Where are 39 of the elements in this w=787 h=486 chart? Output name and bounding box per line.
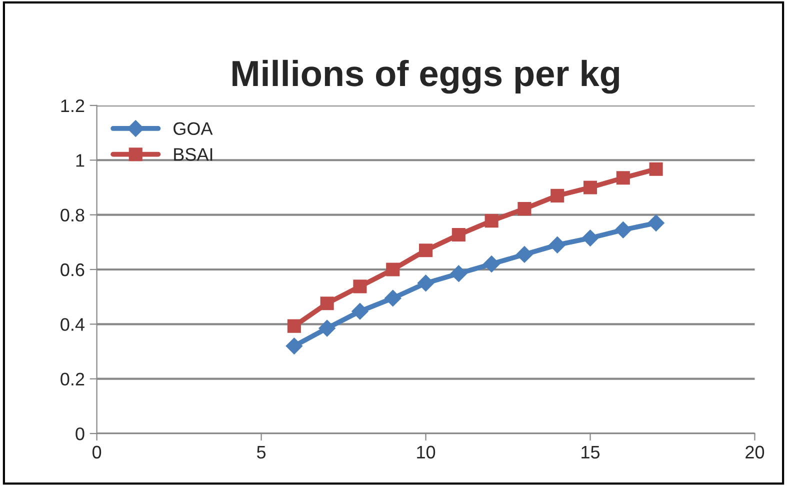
point <box>583 180 598 194</box>
point <box>287 319 301 333</box>
point <box>452 228 466 242</box>
point <box>648 214 664 232</box>
point <box>548 236 566 254</box>
point <box>286 338 303 354</box>
legend-label: BSAI <box>174 148 212 161</box>
legend-label: GOA <box>174 122 213 135</box>
point <box>550 188 564 202</box>
y-tick-label: 0.2 <box>60 372 84 386</box>
point <box>417 274 434 292</box>
point <box>516 246 533 263</box>
y-tick-label: 0 <box>76 427 84 440</box>
point <box>320 296 334 310</box>
point <box>649 162 663 176</box>
point <box>384 290 402 307</box>
y-tick-label: 0.8 <box>60 208 84 222</box>
point <box>386 262 400 276</box>
x-tick-label: 10 <box>417 446 436 459</box>
chart-title: Millions of eggs per kg <box>232 60 619 94</box>
x-tick-label: 5 <box>256 446 266 459</box>
point <box>614 221 632 238</box>
point <box>518 202 532 216</box>
y-tick-label: 0.4 <box>60 318 84 331</box>
point <box>484 214 498 228</box>
x-tick-label: 15 <box>582 446 600 459</box>
point <box>616 171 630 185</box>
point <box>353 280 367 294</box>
point <box>352 302 368 320</box>
point <box>582 230 599 246</box>
x-tick-label: 0 <box>92 446 102 459</box>
point <box>483 256 500 272</box>
y-tick-label: 1 <box>76 154 84 167</box>
point <box>450 265 468 282</box>
x-tick-label: 20 <box>746 446 764 459</box>
point <box>318 320 336 337</box>
y-tick-label: 1.2 <box>61 99 84 112</box>
y-tick-label: 0.6 <box>60 263 84 276</box>
point <box>418 244 433 258</box>
